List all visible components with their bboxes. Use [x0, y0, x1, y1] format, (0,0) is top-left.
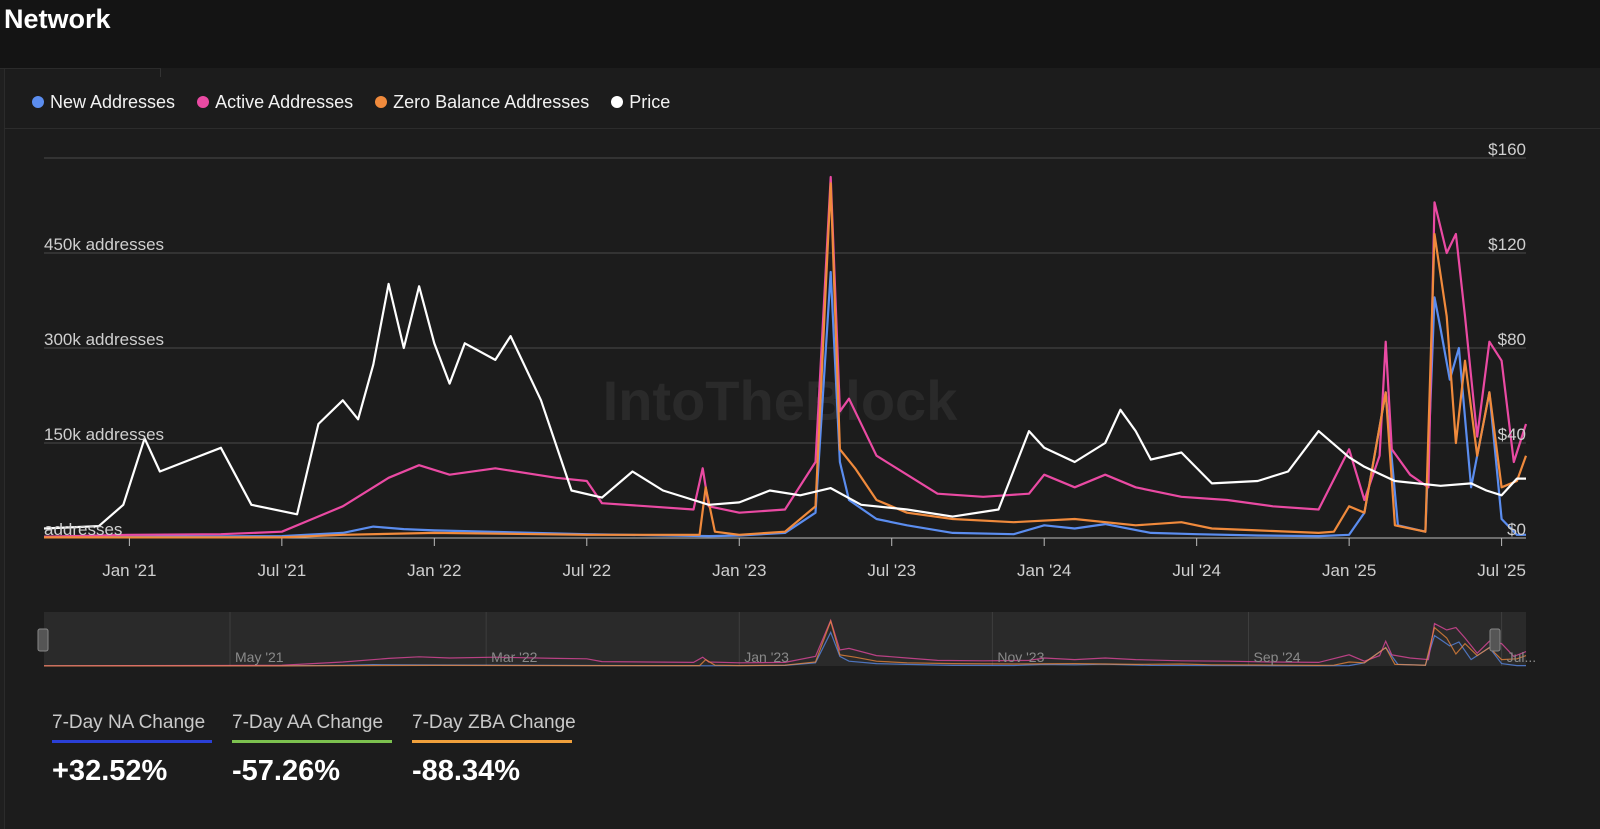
legend-label: New Addresses	[50, 91, 176, 112]
legend-item-active-addresses[interactable]: Active Addresses	[197, 92, 353, 113]
x-tick-label: Jul '23	[867, 561, 916, 580]
y-right-tick-label: $120	[1488, 235, 1526, 254]
y-left-tick-label: 450k addresses	[44, 235, 164, 254]
navigator-right-handle[interactable]	[1489, 628, 1501, 652]
y-right-tick-label: $80	[1498, 330, 1526, 349]
x-tick-label: Jan '22	[407, 561, 461, 580]
stat-label: 7-Day AA Change	[232, 712, 392, 743]
series-line-new-addresses[interactable]	[44, 270, 1526, 538]
navigator-label: Jul...	[1507, 649, 1537, 665]
range-navigator[interactable]: May '21 Mar '22 Jan '23 Nov '23 Sep '24 Jul..…	[0, 612, 1600, 682]
legend-item-new-addresses[interactable]: New Addresses	[32, 92, 175, 113]
legend-item-zero-balance-addresses[interactable]: Zero Balance Addresses	[375, 92, 589, 113]
y-right-tick-label: $160	[1488, 140, 1526, 159]
legend-dot-icon	[611, 96, 624, 108]
x-tick-label: Jan '21	[102, 561, 156, 580]
x-tick-label: Jul '22	[562, 561, 611, 580]
legend-divider	[4, 128, 1600, 129]
stat-na-change: 7-Day NA Change +32.52%	[52, 712, 212, 788]
stat-value: -88.34%	[412, 755, 521, 787]
stat-label: 7-Day ZBA Change	[412, 712, 576, 743]
stats-row: 7-Day NA Change +32.52% 7-Day AA Change …	[52, 712, 576, 788]
stat-value: +32.52%	[52, 755, 168, 787]
x-tick-label: Jan '25	[1322, 561, 1376, 580]
chart-panel	[4, 68, 1600, 829]
watermark-logo: IntoTheBlock	[603, 369, 959, 432]
series-line-price[interactable]	[43, 282, 1526, 530]
navigator-left-handle[interactable]	[37, 628, 49, 652]
navigator-label: May '21	[235, 649, 284, 665]
legend-label: Price	[629, 91, 671, 112]
x-tick-label: Jul '24	[1172, 561, 1221, 580]
legend-label: Zero Balance Addresses	[393, 91, 590, 112]
page-title: Network	[4, 4, 111, 34]
x-tick-label: Jan '24	[1017, 561, 1071, 580]
legend-dot-icon	[375, 96, 388, 108]
series-line-active-addresses[interactable]	[43, 175, 1528, 538]
legend-dot-icon	[32, 96, 44, 108]
page-header: Network	[0, 0, 1600, 68]
y-left-tick-label: 300k addresses	[44, 330, 164, 349]
main-chart[interactable]: IntoTheBlock $0 $40 $80 $120 $160 addresses 15…	[0, 140, 1600, 600]
navigator-track	[44, 612, 1526, 666]
chart-legend: New Addresses Active Addresses Zero Bala…	[32, 88, 670, 116]
stat-aa-change: 7-Day AA Change -57.26%	[232, 712, 392, 788]
stat-value: -57.26%	[232, 755, 341, 787]
legend-dot-icon	[197, 96, 210, 108]
x-tick-label: Jan '23	[712, 561, 766, 580]
navigator-label: Nov '23	[997, 649, 1044, 665]
legend-item-price[interactable]: Price	[611, 92, 670, 113]
navigator-label: Sep '24	[1254, 649, 1301, 665]
x-tick-label: Jul '25	[1477, 561, 1526, 580]
x-tick-label: Jul '21	[258, 561, 307, 580]
y-right-tick-label: $40	[1498, 425, 1526, 444]
y-left-tick-label: 150k addresses	[44, 425, 164, 444]
series-line-zero-balance-addresses[interactable]	[44, 182, 1528, 539]
tab-stub	[0, 68, 161, 77]
y-left-tick-label: addresses	[44, 520, 122, 539]
stat-zba-change: 7-Day ZBA Change -88.34%	[412, 712, 576, 788]
stat-label: 7-Day NA Change	[52, 712, 212, 743]
navigator-series-line	[44, 619, 1527, 667]
navigator-label: Mar '22	[491, 649, 537, 665]
y-right-tick-label: $0	[1507, 520, 1526, 539]
legend-label: Active Addresses	[215, 91, 354, 112]
navigator-label: Jan '23	[744, 649, 789, 665]
